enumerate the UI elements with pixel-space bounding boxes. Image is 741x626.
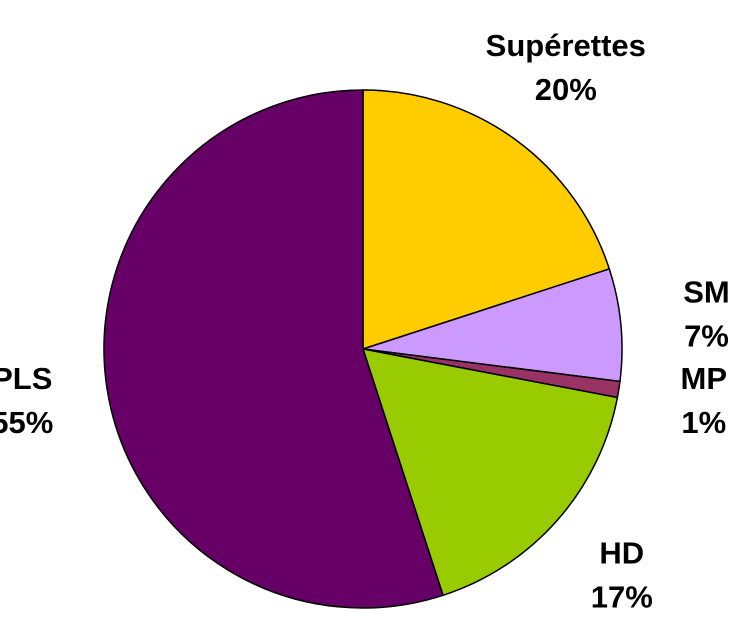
value-label: 17%: [591, 579, 653, 614]
value-label: 20%: [535, 72, 597, 107]
value-label: 7%: [684, 319, 729, 354]
pie-slice: [362, 268, 623, 383]
value-label: 55%: [0, 405, 53, 440]
pie-slice: [362, 89, 611, 351]
slice-label: HD: [599, 535, 644, 570]
pie-slice: [361, 348, 619, 597]
slice-label: PLS: [0, 361, 52, 396]
value-label: 1%: [681, 405, 726, 440]
slice-label: SM: [683, 275, 730, 310]
slice-label: MP: [681, 361, 728, 396]
slice-label: Supérettes: [486, 28, 646, 63]
pie-slice: [103, 89, 444, 609]
